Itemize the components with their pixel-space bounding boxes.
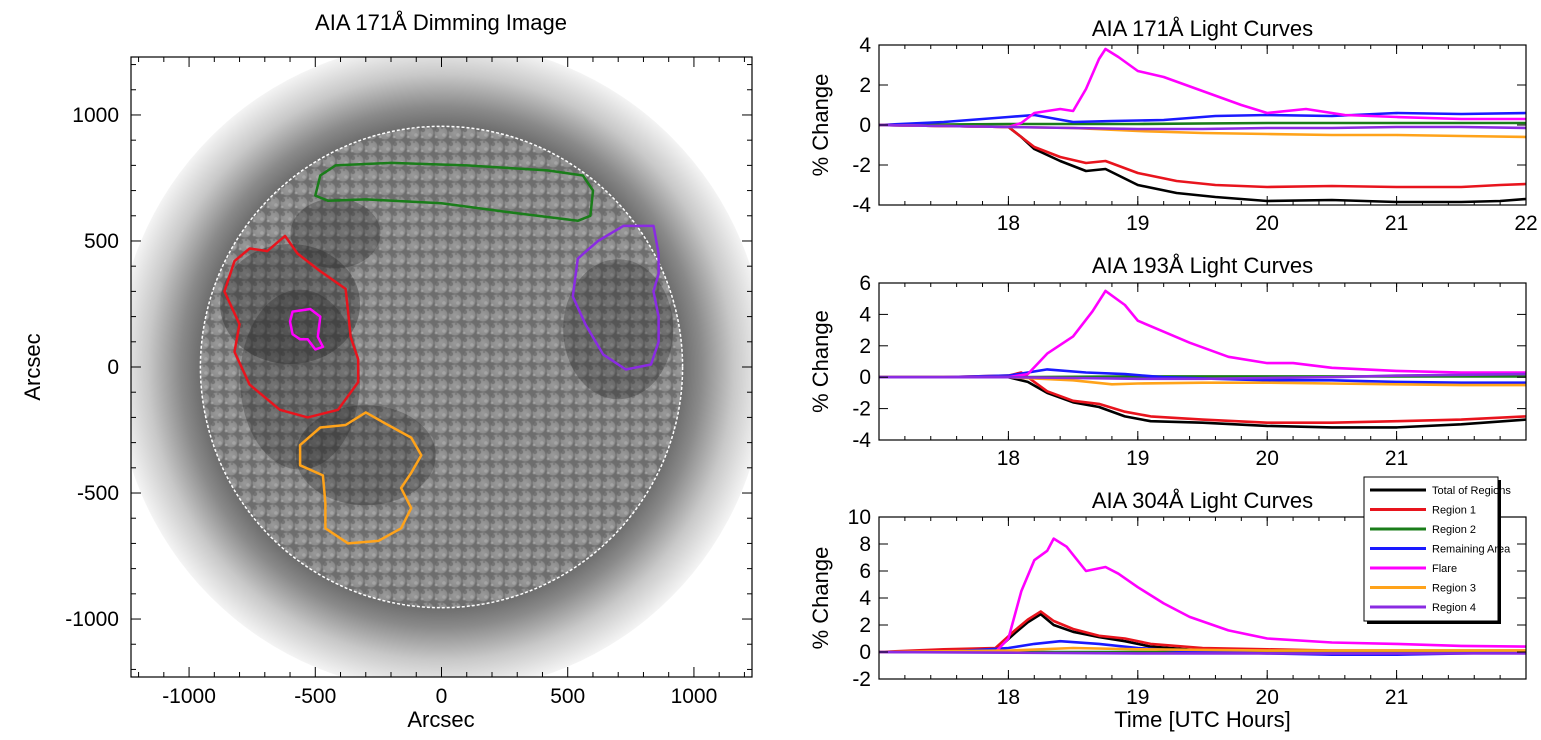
panel-title: AIA 304Å Light Curves bbox=[1092, 488, 1313, 513]
contour-region-3 bbox=[298, 411, 423, 545]
y-tick-label: 6 bbox=[859, 272, 871, 295]
panel-ylabel: % Change bbox=[808, 547, 833, 650]
x-tick-label: -500 bbox=[294, 685, 336, 708]
contour-region-4 bbox=[571, 224, 660, 371]
contour-flare bbox=[288, 307, 325, 351]
solar-limb bbox=[199, 125, 684, 609]
solar-disk-surface bbox=[200, 126, 683, 608]
x-tick-label: 0 bbox=[436, 685, 448, 708]
y-tick-label: -2 bbox=[852, 398, 871, 421]
x-tick-label: 19 bbox=[1126, 686, 1149, 709]
x-tick-label: 22 bbox=[1514, 212, 1537, 235]
y-tick-label: -500 bbox=[77, 482, 119, 505]
image-ylabel: Arcsec bbox=[20, 333, 45, 400]
x-tick-label: 18 bbox=[997, 686, 1020, 709]
y-tick-label: 10 bbox=[848, 506, 871, 529]
y-tick-label: 8 bbox=[859, 533, 871, 556]
y-tick-label: 0 bbox=[859, 366, 871, 389]
series-line-region-4 bbox=[879, 650, 1526, 655]
panel-ylabel: % Change bbox=[808, 310, 833, 413]
y-tick-label: 2 bbox=[859, 614, 871, 637]
legend-label: Region 4 bbox=[1432, 602, 1476, 614]
y-tick-label: 0 bbox=[107, 356, 119, 379]
contour-region-1 bbox=[223, 234, 360, 419]
x-tick-label: 18 bbox=[997, 447, 1020, 470]
plot-frame bbox=[878, 282, 1527, 441]
active-region-blotch bbox=[290, 198, 381, 269]
x-tick-label: 21 bbox=[1385, 686, 1408, 709]
series-lines bbox=[879, 289, 1526, 429]
panel-title: AIA 171Å Light Curves bbox=[1092, 16, 1313, 41]
series-line-flare bbox=[879, 289, 1526, 379]
legend-label: Remaining Area bbox=[1432, 544, 1511, 556]
y-tick-label: 0 bbox=[859, 114, 871, 137]
solar-disk bbox=[199, 125, 684, 609]
y-tick-label: 2 bbox=[859, 74, 871, 97]
panel-ylabel: % Change bbox=[808, 74, 833, 177]
active-region-blotch bbox=[563, 259, 674, 400]
legend: Total of Regions Region 1 Region 2 Remainin… bbox=[1363, 476, 1511, 624]
active-region-blotch bbox=[240, 289, 361, 470]
contour-region-2 bbox=[314, 161, 595, 223]
x-tick-label: 21 bbox=[1385, 447, 1408, 470]
y-tick-label: 0 bbox=[859, 641, 871, 664]
series-lines bbox=[879, 47, 1526, 204]
x-tick-label: -1000 bbox=[162, 685, 216, 708]
series-line-region-3 bbox=[879, 646, 1526, 654]
series-line-remaining-area bbox=[879, 368, 1526, 385]
y-tick-label: 4 bbox=[859, 587, 871, 610]
panel-xlabel: Time [UTC Hours] bbox=[1114, 707, 1290, 732]
series-line-region-4 bbox=[879, 123, 1526, 131]
series-lines bbox=[879, 537, 1526, 657]
x-tick-label: 19 bbox=[1126, 212, 1149, 235]
legend-label: Flare bbox=[1432, 563, 1457, 575]
y-tick-label: 2 bbox=[859, 335, 871, 358]
x-tick-label: 20 bbox=[1256, 447, 1279, 470]
series-line-flare bbox=[879, 47, 1526, 129]
y-tick-label: -1000 bbox=[65, 608, 119, 631]
image-axis-ticks: -1000 -500 0 500 1000 -1000 -500 0 500 1000 bbox=[65, 57, 752, 708]
series-line-region-2 bbox=[879, 121, 1526, 127]
lightcurve-304-panel: AIA 304Å Light Curves 18 19 20 21 -2 0 2 4 6 8 10 % … bbox=[808, 488, 1527, 732]
x-tick-label: 21 bbox=[1385, 212, 1408, 235]
series-line-region-4 bbox=[879, 372, 1526, 381]
y-tick-label: 500 bbox=[84, 230, 119, 253]
y-tick-label: 4 bbox=[859, 303, 871, 326]
y-tick-label: 6 bbox=[859, 560, 871, 583]
active-region-blotch bbox=[295, 405, 436, 506]
legend-label: Region 3 bbox=[1432, 583, 1476, 595]
legend-box bbox=[1363, 476, 1499, 622]
legend-label: Region 2 bbox=[1432, 524, 1476, 536]
series-line-remaining-area bbox=[879, 111, 1526, 127]
x-tick-label: 19 bbox=[1126, 447, 1149, 470]
y-tick-label: -2 bbox=[852, 154, 871, 177]
region-contours bbox=[223, 161, 660, 545]
image-title: AIA 171Å Dimming Image bbox=[315, 10, 567, 35]
series-line-region-1 bbox=[879, 123, 1526, 189]
dimming-image-panel: AIA 171Å Dimming Image -1000 -500 0 500 1000… bbox=[20, 10, 753, 732]
y-tick-label: 4 bbox=[859, 34, 871, 57]
x-tick-label: 18 bbox=[997, 212, 1020, 235]
x-tick-label: 20 bbox=[1256, 212, 1279, 235]
image-xlabel: Arcsec bbox=[407, 707, 474, 732]
y-tick-label: 1000 bbox=[72, 104, 119, 127]
x-tick-label: 20 bbox=[1256, 686, 1279, 709]
panel-title: AIA 193Å Light Curves bbox=[1092, 253, 1313, 278]
y-tick-label: -4 bbox=[852, 194, 871, 217]
x-tick-label: 1000 bbox=[671, 685, 718, 708]
lightcurve-193-panel: AIA 193Å Light Curves 18 19 20 21 -4 -2 0 2 4 6 % C… bbox=[808, 253, 1527, 470]
legend-label: Total of Regions bbox=[1432, 485, 1511, 497]
series-line-flare bbox=[879, 537, 1526, 654]
y-tick-label: -2 bbox=[852, 668, 871, 691]
legend-label: Region 1 bbox=[1432, 505, 1476, 517]
lightcurve-171-panel: AIA 171Å Light Curves 18 19 20 21 22 -4 -2 0 2 4 % … bbox=[808, 16, 1538, 235]
y-tick-label: -4 bbox=[852, 429, 871, 452]
x-tick-label: 500 bbox=[550, 685, 585, 708]
